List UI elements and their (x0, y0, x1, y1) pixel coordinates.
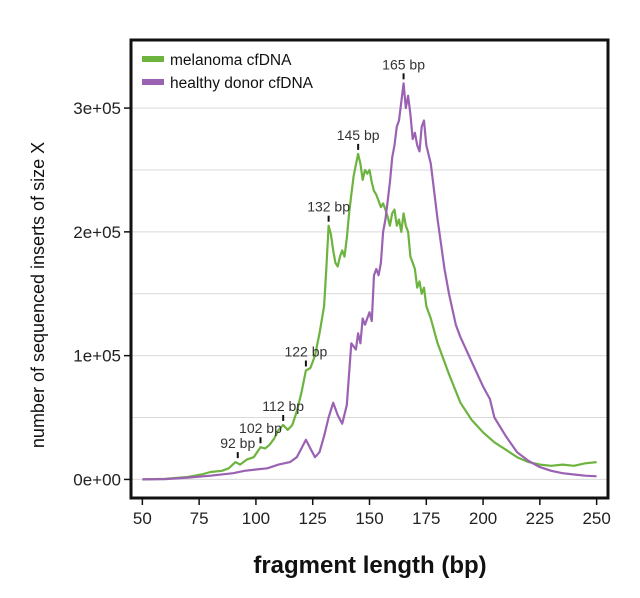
y-tick-label: 1e+05 (73, 347, 121, 366)
series-layer (142, 82, 597, 481)
x-tick-label: 75 (190, 509, 209, 528)
x-axis-label: fragment length (bp) (253, 552, 486, 579)
legend-swatch-healthy-donor (142, 79, 164, 85)
x-tick-label: 225 (526, 509, 554, 528)
x-tick-label: 150 (355, 509, 383, 528)
x-tick-label: 125 (299, 509, 327, 528)
x-tick-label: 50 (133, 509, 152, 528)
legend: melanoma cfDNA healthy donor cfDNA (142, 52, 314, 92)
x-tick-label: 100 (242, 509, 270, 528)
y-tick-label: 3e+05 (73, 99, 121, 118)
legend-swatch-melanoma (142, 56, 164, 62)
y-axis: 0e+00 1e+05 2e+05 3e+05 (73, 99, 131, 489)
y-tick-label: 2e+05 (73, 223, 121, 242)
peak-label: 165 bp (382, 56, 425, 72)
plot-frame (129, 38, 610, 500)
y-axis-label: number of sequenced inserts of size X (28, 142, 48, 448)
series-line-healthy-donor-cfdna (142, 82, 597, 481)
peak-label: 92 bp (220, 435, 255, 451)
series-line-melanoma-cfdna (142, 152, 597, 481)
x-tick-label: 250 (582, 509, 610, 528)
peak-label: 145 bp (337, 127, 380, 143)
peak-label: 132 bp (307, 199, 350, 215)
legend-label-melanoma: melanoma cfDNA (170, 52, 292, 69)
peak-label: 112 bp (262, 398, 304, 414)
x-axis: 50 75 100 125 150 175 200 225 250 (133, 498, 611, 528)
peak-label: 122 bp (284, 344, 327, 360)
gridlines (131, 107, 608, 480)
peak-label: 102 bp (239, 420, 282, 436)
x-tick-label: 200 (469, 509, 497, 528)
x-tick-label: 175 (412, 509, 440, 528)
legend-label-healthy-donor: healthy donor cfDNA (170, 75, 314, 92)
y-tick-label: 0e+00 (73, 470, 121, 489)
